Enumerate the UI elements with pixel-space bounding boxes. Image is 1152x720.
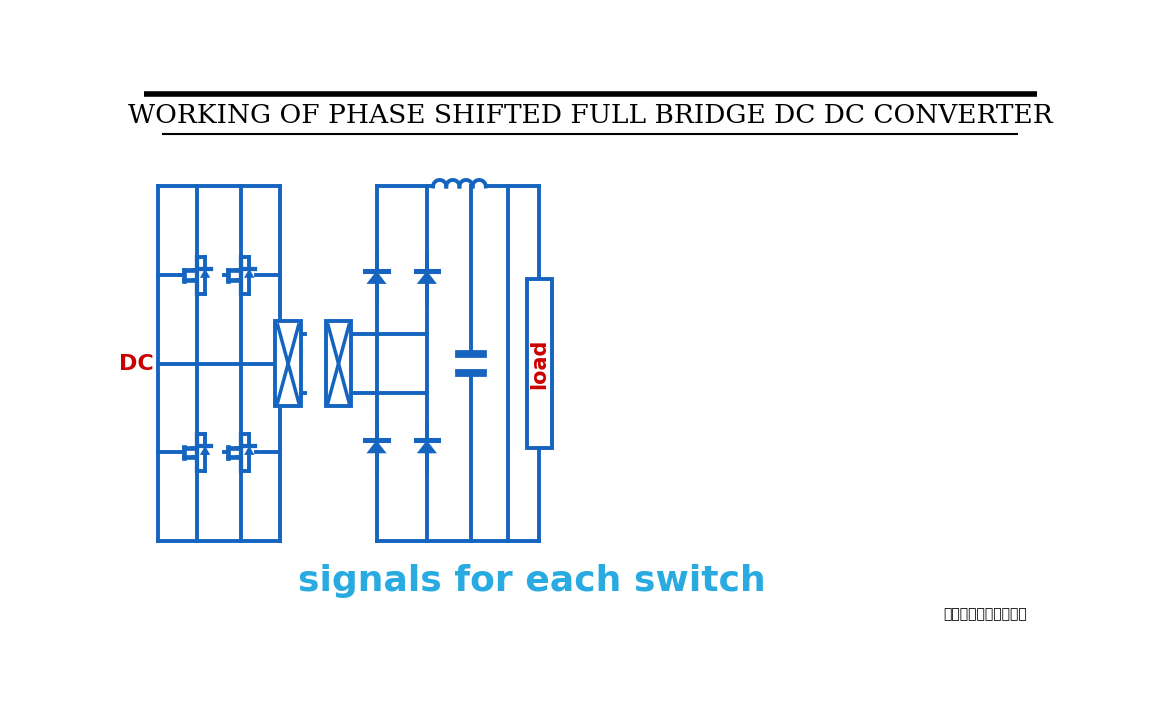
- Text: 电力电子技术与新能源: 电力电子技术与新能源: [943, 608, 1028, 621]
- Polygon shape: [200, 269, 210, 278]
- Polygon shape: [244, 446, 255, 455]
- Text: DC: DC: [120, 354, 154, 374]
- Text: load: load: [529, 338, 550, 389]
- Polygon shape: [417, 271, 437, 284]
- Text: WORKING OF PHASE SHIFTED FULL BRIDGE DC DC CONVERTER: WORKING OF PHASE SHIFTED FULL BRIDGE DC …: [128, 103, 1053, 128]
- Polygon shape: [200, 446, 210, 455]
- Polygon shape: [366, 441, 387, 454]
- Text: signals for each switch: signals for each switch: [297, 564, 765, 598]
- Bar: [326, 321, 351, 406]
- Polygon shape: [417, 441, 437, 454]
- Polygon shape: [366, 271, 387, 284]
- Bar: [275, 321, 301, 406]
- Polygon shape: [244, 269, 255, 278]
- Bar: [526, 279, 552, 449]
